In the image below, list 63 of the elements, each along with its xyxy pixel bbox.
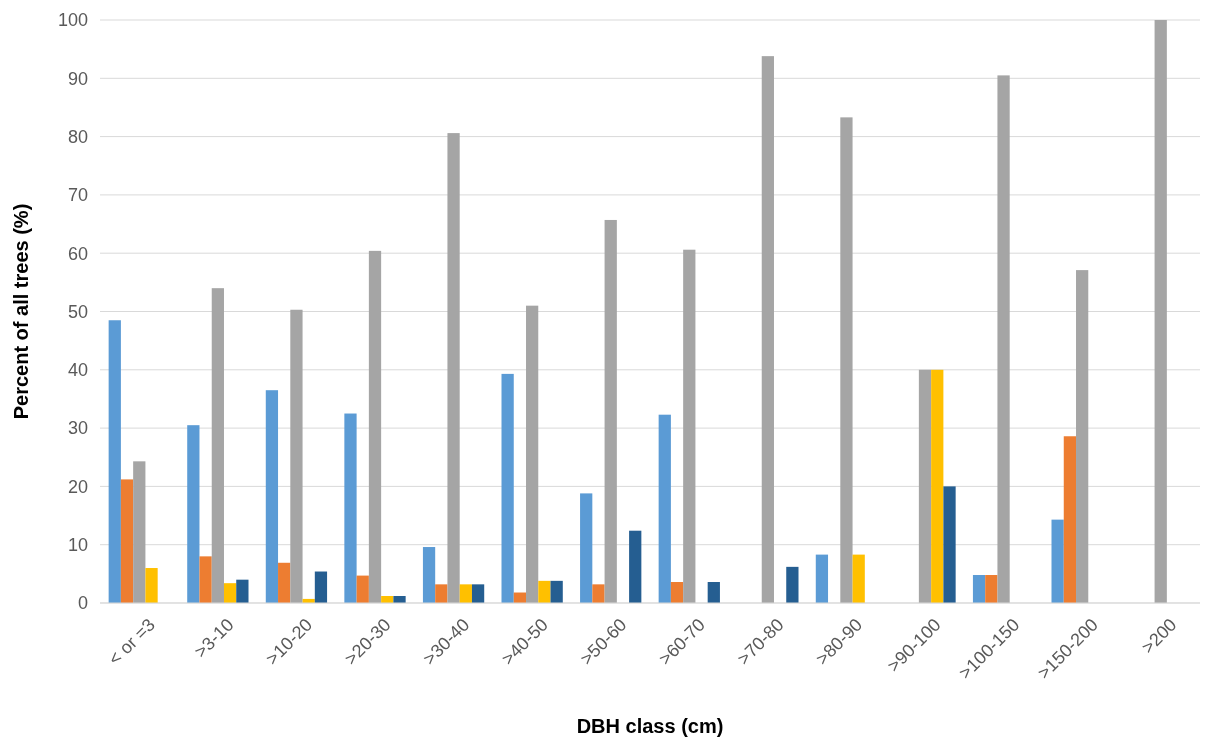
bar (985, 575, 998, 603)
y-tick-label: 100 (57, 10, 88, 31)
bar (972, 575, 986, 603)
bar (1154, 20, 1167, 603)
bar (108, 320, 121, 603)
bar (538, 580, 551, 603)
bar (670, 582, 684, 603)
y-tick-label: 80 (67, 126, 88, 147)
bar (422, 547, 436, 603)
bar (707, 582, 720, 603)
y-axis-title: Percent of all trees (%) (10, 203, 32, 420)
y-tick-label: 20 (67, 476, 88, 497)
x-tick-label: < or =3 (104, 614, 160, 670)
bar (471, 584, 485, 603)
bar (447, 133, 460, 603)
bar (852, 554, 865, 603)
x-axis-title: DBH class (cm) (576, 715, 724, 737)
bar (459, 584, 472, 603)
y-tick-label: 50 (67, 301, 88, 322)
bar (658, 414, 671, 603)
bar (368, 250, 382, 603)
y-tick-label: 10 (67, 535, 88, 555)
bar (187, 425, 200, 603)
bar (290, 309, 303, 603)
bar (840, 117, 853, 603)
y-tick-label: 70 (67, 185, 88, 206)
bar (550, 580, 563, 603)
bar (918, 369, 932, 603)
bar (580, 493, 593, 603)
bar (145, 568, 158, 603)
y-tick-label: 40 (67, 360, 88, 381)
y-tick-label: 90 (67, 68, 88, 89)
bar (997, 75, 1010, 603)
bar (629, 530, 642, 603)
bar (120, 479, 134, 603)
y-tick-label: 30 (67, 418, 88, 439)
bar (592, 584, 605, 603)
bar (1076, 270, 1089, 603)
bar (526, 305, 539, 603)
bar (356, 575, 369, 603)
bar (435, 584, 448, 603)
bar (604, 219, 617, 603)
bar (786, 566, 799, 603)
y-tick-label: 60 (67, 243, 88, 264)
bar (265, 390, 279, 603)
bar (199, 556, 212, 603)
bar (236, 579, 249, 603)
bar (501, 373, 514, 603)
bar (931, 369, 944, 603)
bar (815, 554, 829, 603)
bar (761, 56, 774, 603)
bar (1051, 519, 1064, 603)
bar (223, 583, 237, 603)
bar (133, 461, 146, 603)
bar (314, 571, 328, 603)
y-tick-label: 0 (77, 593, 88, 614)
bar (393, 596, 406, 603)
bar (683, 249, 696, 603)
bar (211, 288, 224, 603)
bar (344, 413, 357, 603)
bar (943, 486, 956, 603)
bar (278, 562, 291, 603)
bar (1063, 436, 1077, 603)
